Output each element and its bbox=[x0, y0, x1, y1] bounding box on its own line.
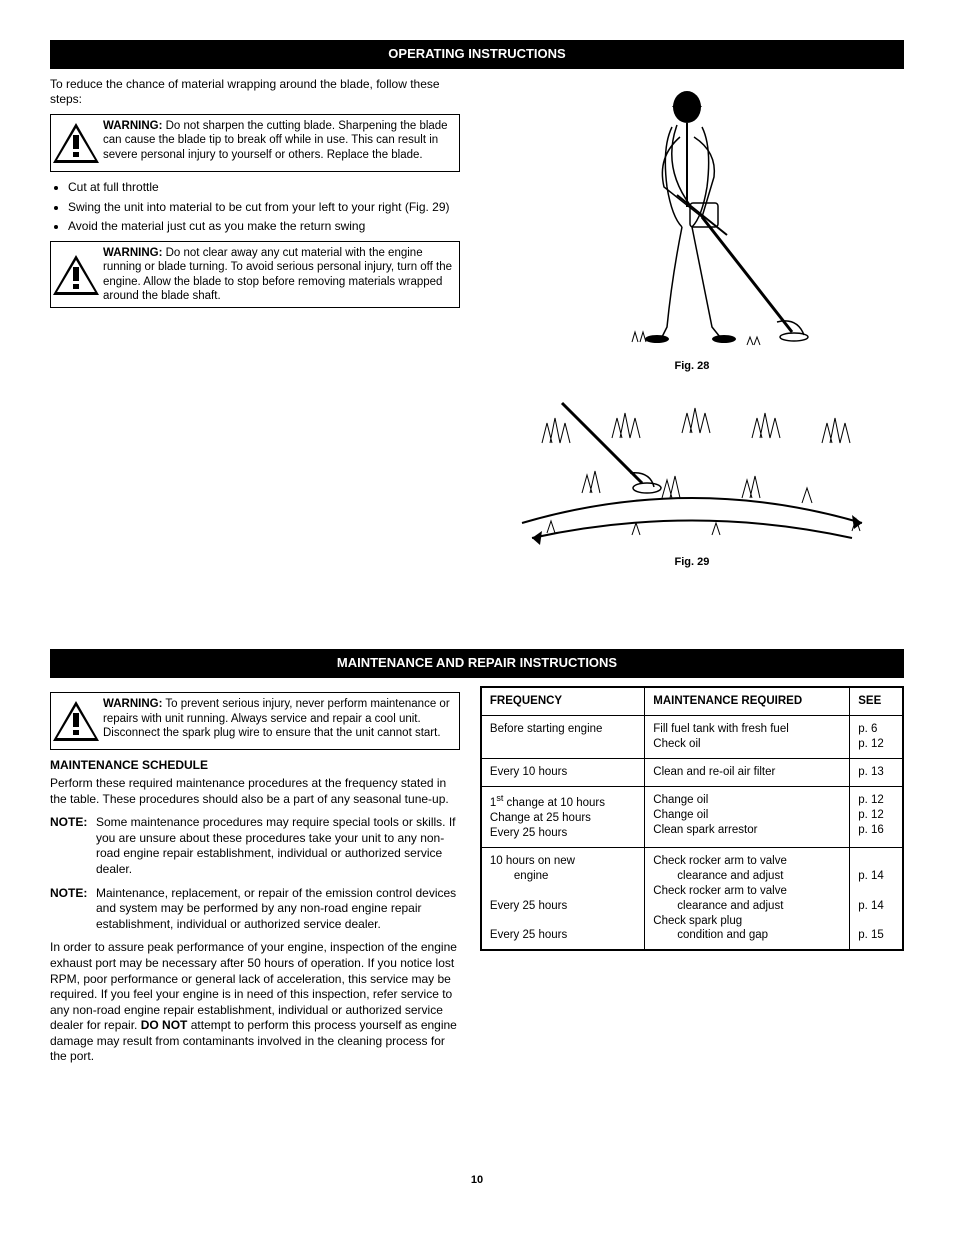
note-2-label: NOTE: bbox=[50, 886, 96, 933]
closing-para: In order to assure peak performance of y… bbox=[50, 940, 460, 1065]
schedule-heading: MAINTENANCE SCHEDULE bbox=[50, 758, 460, 774]
cell-freq-3: 10 hours on newengineEvery 25 hoursEvery… bbox=[481, 847, 645, 950]
figure-29: Fig. 29 bbox=[480, 383, 904, 569]
cell-maint-0: Fill fuel tank with fresh fuelCheck oil bbox=[645, 716, 850, 759]
warning-label-1: WARNING: bbox=[103, 120, 162, 132]
note-1: NOTE: Some maintenance procedures may re… bbox=[50, 815, 460, 877]
operating-columns: To reduce the chance of material wrappin… bbox=[50, 77, 904, 580]
warning-icon-3 bbox=[51, 693, 101, 749]
bullet-1: Cut at full throttle bbox=[68, 180, 460, 196]
warning-label-3: WARNING: bbox=[103, 698, 162, 710]
maintenance-left-col: WARNING: To prevent serious injury, neve… bbox=[50, 686, 460, 1073]
th-frequency: FREQUENCY bbox=[481, 687, 645, 715]
note-2-body: Maintenance, replacement, or repair of t… bbox=[96, 886, 460, 933]
th-see: SEE bbox=[850, 687, 903, 715]
cell-freq-1: Every 10 hours bbox=[481, 759, 645, 787]
table-row: 10 hours on newengineEvery 25 hoursEvery… bbox=[481, 847, 903, 950]
warning-text-2: WARNING: Do not clear away any cut mater… bbox=[101, 242, 459, 308]
table-header-row: FREQUENCY MAINTENANCE REQUIRED SEE bbox=[481, 687, 903, 715]
figure-29-image bbox=[480, 383, 904, 553]
cell-see-1: p. 13 bbox=[850, 759, 903, 787]
operating-right-col: Fig. 28 bbox=[480, 77, 904, 580]
operating-left-col: To reduce the chance of material wrappin… bbox=[50, 77, 460, 580]
figure-28: Fig. 28 bbox=[480, 77, 904, 373]
table-row: Every 10 hours Clean and re-oil air filt… bbox=[481, 759, 903, 787]
maintenance-columns: WARNING: To prevent serious injury, neve… bbox=[50, 686, 904, 1073]
warning-box-3: WARNING: To prevent serious injury, neve… bbox=[50, 692, 460, 750]
fig29-caption: Fig. 29 bbox=[480, 555, 904, 569]
warning-text-1: WARNING: Do not sharpen the cutting blad… bbox=[101, 115, 459, 171]
warning-text-3: WARNING: To prevent serious injury, neve… bbox=[101, 693, 459, 749]
note-1-body: Some maintenance procedures may require … bbox=[96, 815, 460, 877]
th-maintenance: MAINTENANCE REQUIRED bbox=[645, 687, 850, 715]
cell-see-3: p. 14p. 14p. 15 bbox=[850, 847, 903, 950]
bullet-3: Avoid the material just cut as you make … bbox=[68, 219, 460, 235]
cell-see-2: p. 12p. 12p. 16 bbox=[850, 787, 903, 848]
fig28-caption: Fig. 28 bbox=[480, 359, 904, 373]
cell-freq-0: Before starting engine bbox=[481, 716, 645, 759]
table-row: Before starting engine Fill fuel tank wi… bbox=[481, 716, 903, 759]
note-2: NOTE: Maintenance, replacement, or repai… bbox=[50, 886, 460, 933]
cell-freq-2: 1st change at 10 hoursChange at 25 hours… bbox=[481, 787, 645, 848]
cell-maint-3: Check rocker arm to valveclearance and a… bbox=[645, 847, 850, 950]
cell-see-0: p. 6p. 12 bbox=[850, 716, 903, 759]
bullet-list: Cut at full throttle Swing the unit into… bbox=[50, 180, 460, 235]
operating-header: OPERATING INSTRUCTIONS bbox=[50, 40, 904, 69]
warning-label-2: WARNING: bbox=[103, 247, 162, 259]
warning-box-2: WARNING: Do not clear away any cut mater… bbox=[50, 241, 460, 309]
table-row: 1st change at 10 hoursChange at 25 hours… bbox=[481, 787, 903, 848]
cell-maint-2: Change oilChange oilClean spark arrestor bbox=[645, 787, 850, 848]
warning-icon-2 bbox=[51, 242, 101, 308]
schedule-intro: Perform these required maintenance proce… bbox=[50, 776, 460, 807]
maintenance-table: FREQUENCY MAINTENANCE REQUIRED SEE Befor… bbox=[480, 686, 904, 951]
note-1-label: NOTE: bbox=[50, 815, 96, 877]
cell-maint-1: Clean and re-oil air filter bbox=[645, 759, 850, 787]
warning-box-1: WARNING: Do not sharpen the cutting blad… bbox=[50, 114, 460, 172]
maintenance-right-col: FREQUENCY MAINTENANCE REQUIRED SEE Befor… bbox=[480, 686, 904, 1073]
intro-text: To reduce the chance of material wrappin… bbox=[50, 77, 460, 108]
page-number: 10 bbox=[50, 1173, 904, 1187]
maintenance-header: MAINTENANCE AND REPAIR INSTRUCTIONS bbox=[50, 649, 904, 678]
figure-28-image bbox=[480, 77, 904, 357]
warning-icon-1 bbox=[51, 115, 101, 171]
closing-donot: DO NOT bbox=[141, 1018, 188, 1032]
bullet-2: Swing the unit into material to be cut f… bbox=[68, 200, 460, 216]
